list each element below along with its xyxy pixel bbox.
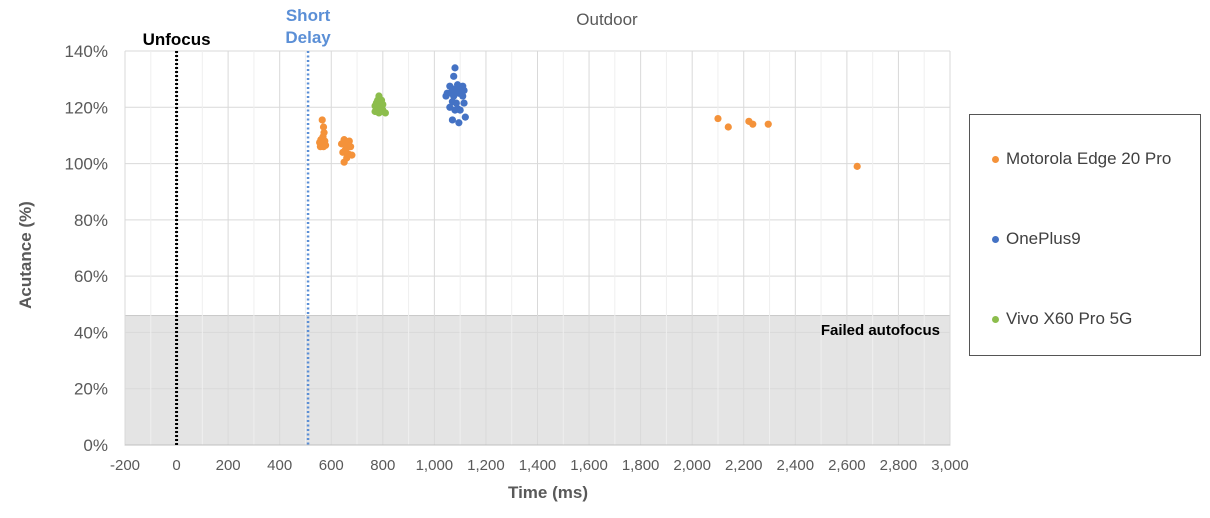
data-point xyxy=(452,99,460,107)
data-point xyxy=(319,123,328,131)
data-point xyxy=(724,123,732,131)
x-tick-label: 3,000 xyxy=(931,457,969,474)
reference-lines: Unfocus Short Delay xyxy=(143,6,331,445)
data-point xyxy=(853,162,861,170)
x-tick-label: 200 xyxy=(216,457,241,474)
y-tick-label: 0% xyxy=(83,436,108,455)
data-point xyxy=(381,109,389,117)
legend-item-oneplus: OnePlus9 xyxy=(992,229,1081,249)
legend-marker-vivo xyxy=(992,315,999,323)
data-point xyxy=(456,106,464,114)
x-tick-label: 1,400 xyxy=(519,457,557,474)
data-point xyxy=(375,109,383,117)
data-point xyxy=(319,143,328,151)
legend: Motorola Edge 20 Pro OnePlus9 Vivo X60 P… xyxy=(969,114,1201,356)
y-tick-label: 60% xyxy=(74,267,108,286)
x-tick-label: 2,600 xyxy=(828,457,866,474)
x-tick-label: 1,800 xyxy=(622,457,660,474)
legend-label-vivo: Vivo X60 Pro 5G xyxy=(1006,309,1133,328)
x-tick-label: 2,200 xyxy=(725,457,763,474)
legend-label-oneplus: OnePlus9 xyxy=(1006,229,1081,248)
y-axis-title: Acutance (%) xyxy=(16,201,35,309)
data-points xyxy=(316,64,861,170)
series-oneplus9 xyxy=(442,64,469,127)
failed-autofocus-label: Failed autofocus xyxy=(821,322,940,339)
data-point xyxy=(442,92,450,100)
x-tick-label: 800 xyxy=(370,457,395,474)
axes: 0% 20% 40% 60% 80% 100% 120% 140% -200 0 200 400 600… xyxy=(65,42,969,474)
x-axis-title: Time (ms) xyxy=(508,483,588,502)
legend-label-motorola: Motorola Edge 20 Pro xyxy=(1006,149,1172,168)
data-point xyxy=(448,116,457,124)
y-tick-label: 40% xyxy=(74,323,108,342)
x-tick-label: 2,400 xyxy=(777,457,815,474)
data-point xyxy=(451,64,459,72)
x-tick-label: 1,000 xyxy=(416,457,454,474)
x-tick-label: 0 xyxy=(172,457,180,474)
y-tick-label: 80% xyxy=(74,211,108,230)
y-tick-label: 120% xyxy=(65,98,108,117)
y-tick-label: 20% xyxy=(74,380,108,399)
chart-title: Outdoor xyxy=(576,10,638,29)
x-tick-label: 2,000 xyxy=(673,457,711,474)
short-delay-label: Short xyxy=(286,6,331,25)
x-tick-label: 600 xyxy=(319,457,344,474)
legend-marker-oneplus xyxy=(992,235,999,243)
data-point xyxy=(318,116,326,124)
short-delay-label: Delay xyxy=(285,28,331,47)
data-point xyxy=(461,113,469,121)
y-tick-label: 100% xyxy=(65,155,108,174)
data-point xyxy=(764,120,772,128)
legend-item-vivo: Vivo X60 Pro 5G xyxy=(992,309,1132,329)
data-point xyxy=(460,99,468,107)
series-motorola-edge-20-pro xyxy=(316,114,861,170)
x-tick-label: 1,200 xyxy=(467,457,505,474)
data-point xyxy=(459,92,467,100)
x-tick-label: 1,600 xyxy=(570,457,608,474)
unfocus-label: Unfocus xyxy=(143,30,211,49)
data-point xyxy=(455,119,463,127)
data-point xyxy=(340,158,348,166)
data-point xyxy=(749,120,757,128)
data-point xyxy=(451,106,459,114)
legend-item-motorola: Motorola Edge 20 Pro xyxy=(992,149,1171,169)
x-tick-label: -200 xyxy=(110,457,140,474)
series-vivo-x60-pro-5g xyxy=(371,92,389,117)
data-point xyxy=(714,114,722,123)
data-point xyxy=(450,92,458,100)
x-tick-label: 2,800 xyxy=(880,457,918,474)
data-point xyxy=(450,72,458,80)
x-tick-label: 400 xyxy=(267,457,292,474)
legend-marker-motorola xyxy=(992,155,999,163)
y-tick-label: 140% xyxy=(65,42,108,61)
